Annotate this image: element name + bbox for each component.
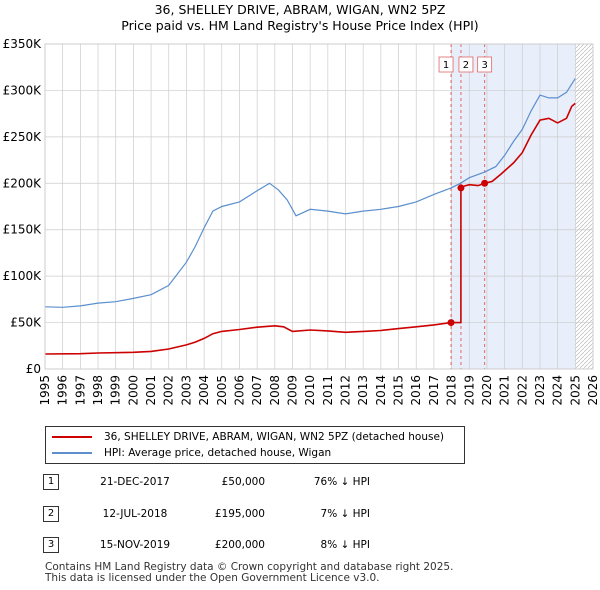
x-axis-labels: 1995 1996 1997 1998 1999 2000 2001 2002 2003 2004… — [38, 375, 600, 406]
x-tick-label: 2011 — [321, 375, 335, 406]
y-tick-label: £200K — [3, 176, 43, 190]
x-tick-label: 2002 — [162, 375, 176, 406]
x-tick-label: 2014 — [374, 375, 388, 406]
x-tick-label: 2021 — [498, 375, 512, 406]
legend-swatch-property — [52, 436, 92, 438]
marker-number: 3 — [481, 60, 487, 71]
legend: 36, SHELLEY DRIVE, ABRAM, WIGAN, WN2 5PZ… — [45, 426, 465, 464]
transaction-date: 21-DEC-2017 — [100, 476, 170, 488]
transaction-date: 12-JUL-2018 — [102, 508, 168, 520]
x-tick-label: 2025 — [568, 375, 582, 406]
x-tick-label: 2008 — [268, 375, 282, 406]
marker-box — [477, 56, 493, 73]
marker-label-1: 1 — [438, 56, 454, 73]
y-tick-label: £0 — [26, 362, 41, 376]
sale-point-2 — [457, 184, 465, 192]
table-row: 2 12-JUL-2018 £195,000 7% ↓ HPI — [0, 506, 600, 526]
x-tick-label: 2003 — [179, 375, 193, 406]
sale-point-1 — [447, 319, 455, 327]
marker-number: 2 — [463, 60, 469, 71]
transaction-date: 15-NOV-2019 — [99, 539, 171, 551]
chart-title: 36, SHELLEY DRIVE, ABRAM, WIGAN, WN2 5PZ — [154, 2, 446, 17]
x-tick-label: 2023 — [533, 375, 547, 406]
y-tick-label: £350K — [3, 37, 43, 51]
plot-hatch — [575, 44, 593, 369]
y-tick-label: £100K — [3, 269, 43, 283]
x-tick-label: 2019 — [462, 375, 476, 406]
x-tick-label: 2004 — [197, 375, 211, 406]
table-row: 1 21-DEC-2017 £50,000 76% ↓ HPI — [0, 474, 600, 494]
x-tick-label: 2010 — [303, 375, 317, 406]
footer-licence: This data is licensed under the Open Gov… — [45, 572, 380, 584]
marker-box — [458, 56, 474, 73]
legend-label-property: 36, SHELLEY DRIVE, ABRAM, WIGAN, WN2 5PZ… — [104, 431, 445, 443]
footer: Contains HM Land Registry data © Crown c… — [45, 562, 453, 584]
x-tick-label: 2000 — [126, 375, 140, 406]
y-tick-label: £150K — [3, 223, 43, 237]
price-chart: 1995 1996 1997 1998 1999 2000 2001 2002 2003 2004… — [3, 37, 600, 406]
plot-border — [44, 43, 594, 370]
transaction-price: £200,000 — [214, 539, 265, 551]
transaction-hpi: 76% ↓ HPI — [313, 476, 370, 488]
x-tick-label: 1998 — [91, 375, 105, 406]
property-series-line — [44, 102, 576, 355]
x-tick-label: 2005 — [215, 375, 229, 406]
x-tick-label: 2022 — [515, 375, 529, 406]
footer-copyright: Contains HM Land Registry data © Crown c… — [45, 561, 454, 573]
x-tick-label: 2017 — [427, 375, 441, 406]
marker-labels: 1 2 3 — [438, 56, 493, 73]
sale-point-3 — [481, 179, 489, 187]
table-row: 3 15-NOV-2019 £200,000 8% ↓ HPI — [0, 537, 600, 557]
marker-box — [438, 56, 454, 73]
legend-item-property: 36, SHELLEY DRIVE, ABRAM, WIGAN, WN2 5PZ… — [52, 430, 444, 444]
x-tick-label: 2006 — [232, 375, 246, 406]
transaction-price: £195,000 — [214, 508, 265, 520]
legend-item-hpi: HPI: Average price, detached house, Wiga… — [52, 446, 331, 460]
marker-label-2: 2 — [458, 56, 474, 73]
x-tick-label: 1999 — [109, 375, 123, 406]
x-tick-label: 1997 — [73, 375, 87, 406]
x-tick-label: 1995 — [38, 375, 52, 406]
x-tick-label: 2026 — [586, 375, 600, 406]
x-tick-label: 2012 — [339, 375, 353, 406]
plot-shade — [451, 44, 576, 369]
chart-subtitle: Price paid vs. HM Land Registry's House … — [121, 18, 479, 33]
x-tick-label: 2001 — [144, 375, 158, 406]
transaction-price: £50,000 — [221, 476, 265, 488]
sale-points — [447, 179, 489, 327]
legend-swatch-hpi — [52, 452, 92, 454]
marker-number: 1 — [443, 60, 449, 71]
x-tick-label: 2018 — [445, 375, 459, 406]
x-tick-label: 2016 — [409, 375, 423, 406]
y-tick-label: £50K — [10, 316, 42, 330]
x-tick-label: 1996 — [56, 375, 70, 406]
y-tick-label: £250K — [3, 130, 43, 144]
x-tick-label: 2015 — [392, 375, 406, 406]
x-tick-label: 2020 — [480, 375, 494, 406]
y-axis-labels: £0 £50K £100K £150K £200K £250K £300K £350K — [3, 37, 43, 376]
x-tick-label: 2013 — [356, 375, 370, 406]
hpi-series-line — [44, 78, 576, 308]
x-tick-label: 2009 — [285, 375, 299, 406]
x-tick-label: 2007 — [250, 375, 264, 406]
y-tick-label: £300K — [3, 83, 43, 97]
transaction-number: 2 — [43, 506, 59, 522]
marker-label-3: 3 — [477, 56, 493, 73]
legend-label-hpi: HPI: Average price, detached house, Wiga… — [104, 447, 332, 459]
transaction-number: 1 — [43, 474, 59, 490]
transaction-number: 3 — [43, 537, 59, 553]
transaction-hpi: 8% ↓ HPI — [320, 539, 370, 551]
x-tick-label: 2024 — [551, 375, 565, 406]
transaction-hpi: 7% ↓ HPI — [320, 508, 370, 520]
